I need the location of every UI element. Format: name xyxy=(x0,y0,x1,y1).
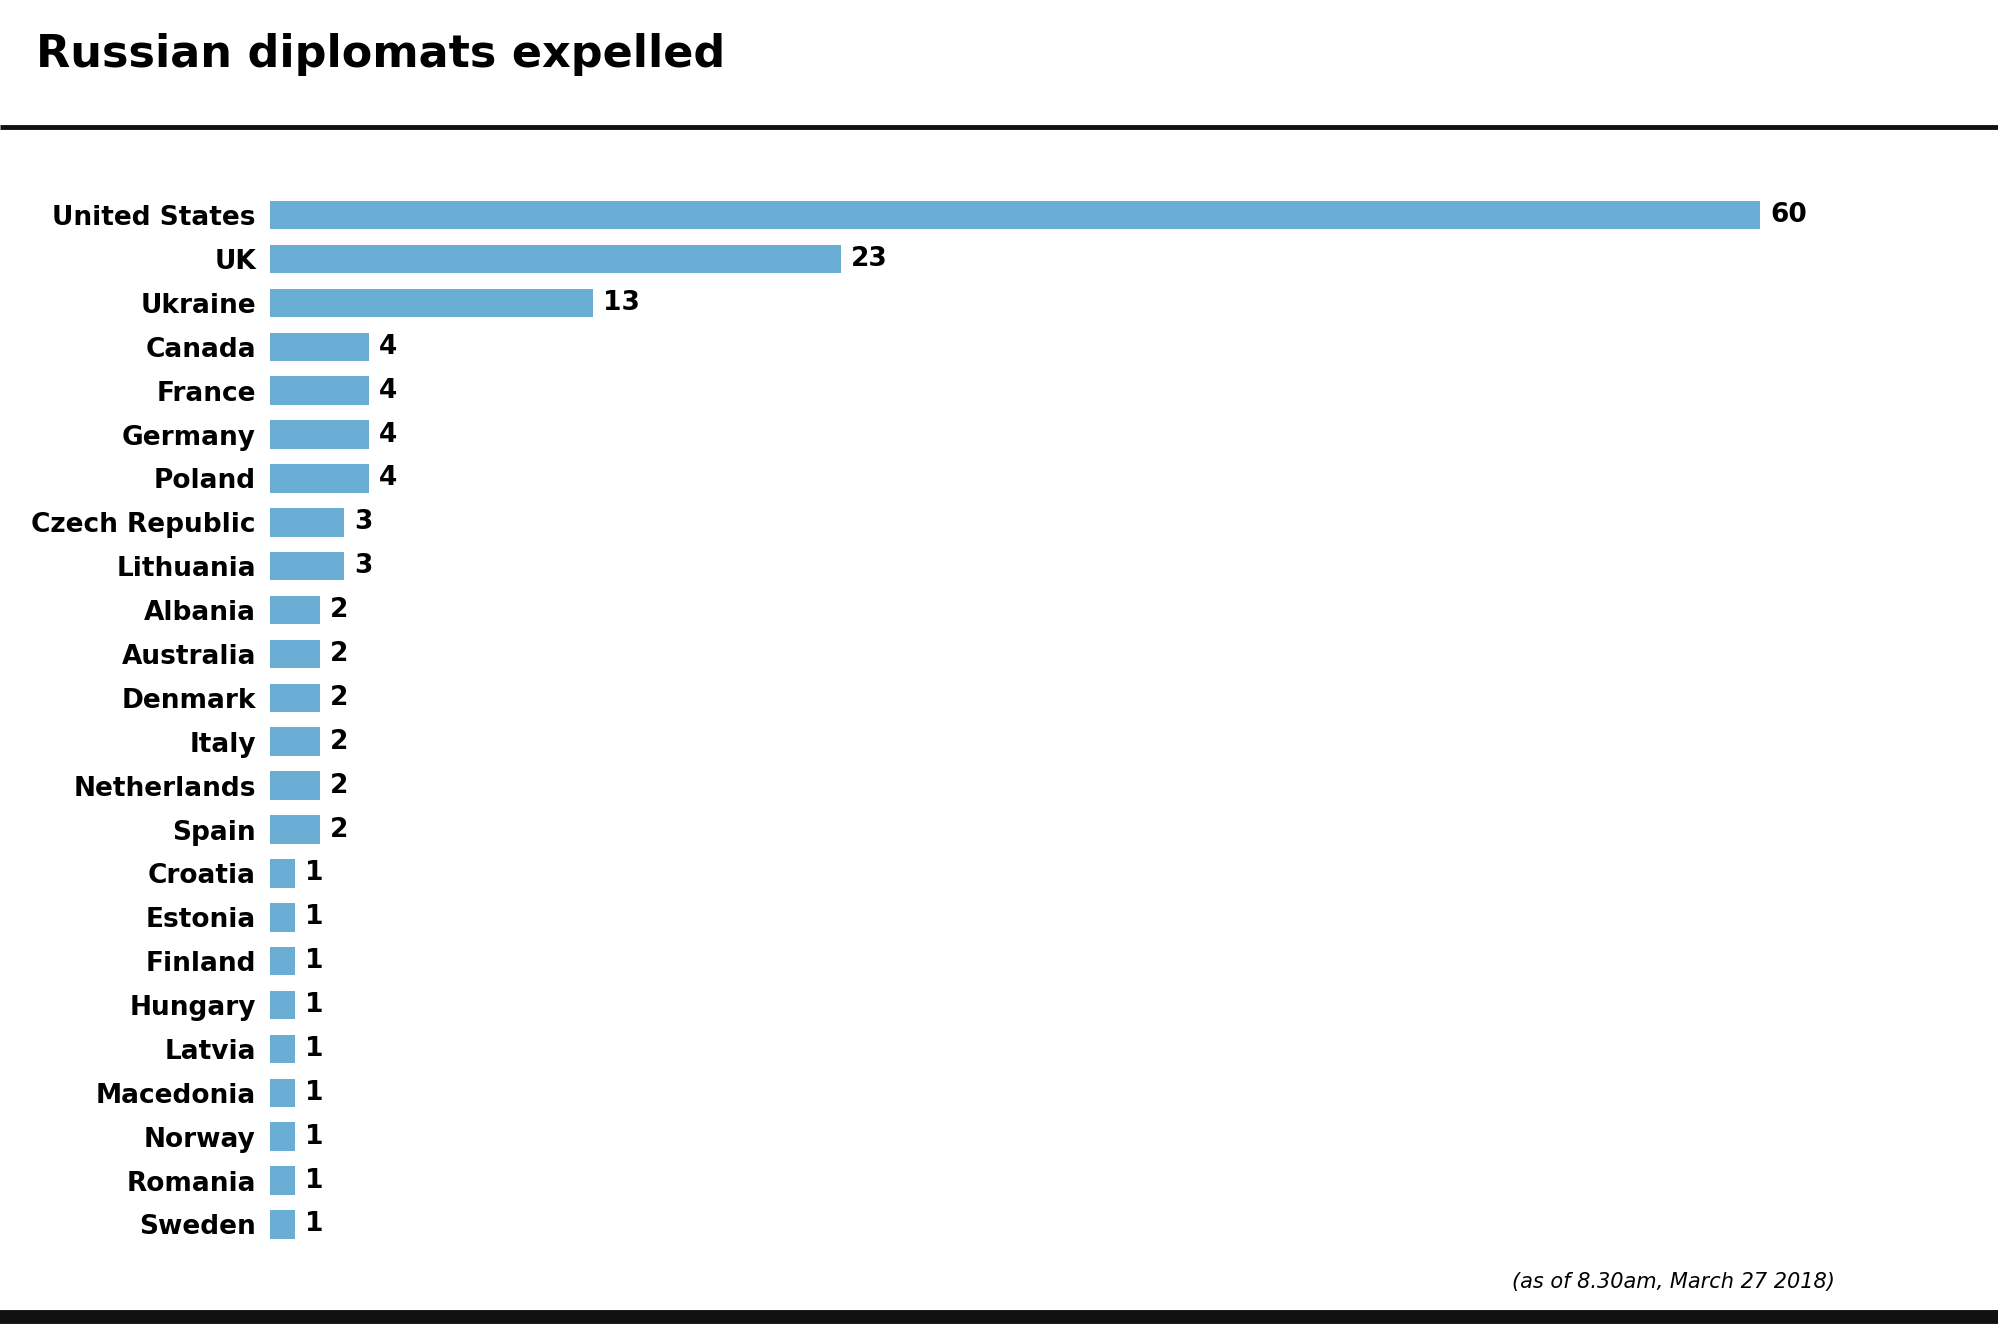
Text: (as of 8.30am, March 27 2018): (as of 8.30am, March 27 2018) xyxy=(1510,1272,1834,1293)
Bar xyxy=(270,201,1760,229)
Bar xyxy=(270,860,294,888)
Text: 3: 3 xyxy=(354,509,372,536)
Text: 1: 1 xyxy=(304,1036,324,1062)
Text: 2: 2 xyxy=(330,773,348,798)
Text: 13: 13 xyxy=(603,289,639,316)
Bar xyxy=(270,464,370,493)
Text: 2: 2 xyxy=(330,597,348,623)
Bar xyxy=(270,289,593,317)
Bar xyxy=(270,1210,294,1238)
Bar xyxy=(270,332,370,361)
Bar xyxy=(270,1122,294,1150)
Bar xyxy=(270,640,320,668)
Bar xyxy=(270,684,320,712)
Bar xyxy=(270,902,294,932)
Bar xyxy=(270,552,344,580)
Text: 1: 1 xyxy=(304,1124,324,1150)
Text: 4: 4 xyxy=(380,421,398,448)
Text: 4: 4 xyxy=(380,377,398,404)
Bar xyxy=(270,508,344,537)
Text: Russian diplomats expelled: Russian diplomats expelled xyxy=(36,33,725,76)
Bar xyxy=(270,1078,294,1108)
Bar xyxy=(270,772,320,800)
Text: 3: 3 xyxy=(354,553,372,580)
Text: 1: 1 xyxy=(304,1080,324,1106)
Text: 1: 1 xyxy=(304,992,324,1018)
Bar xyxy=(270,1166,294,1194)
Text: 1: 1 xyxy=(304,1212,324,1237)
Text: PA: PA xyxy=(1856,1272,1886,1293)
Text: 1: 1 xyxy=(304,948,324,974)
Bar xyxy=(270,245,841,273)
Text: 2: 2 xyxy=(330,817,348,842)
Text: 4: 4 xyxy=(380,333,398,360)
Bar xyxy=(270,420,370,449)
Bar xyxy=(270,596,320,624)
Text: 1: 1 xyxy=(304,1168,324,1193)
Bar xyxy=(270,946,294,976)
Text: 2: 2 xyxy=(330,729,348,754)
Text: 23: 23 xyxy=(851,247,887,272)
Text: 4: 4 xyxy=(380,465,398,492)
Text: 1: 1 xyxy=(304,860,324,886)
Bar xyxy=(270,1034,294,1064)
Text: 2: 2 xyxy=(330,641,348,666)
Bar xyxy=(270,728,320,756)
Bar xyxy=(270,816,320,844)
Text: 2: 2 xyxy=(330,685,348,710)
Text: 60: 60 xyxy=(1770,203,1806,228)
Bar xyxy=(270,376,370,405)
Bar xyxy=(270,990,294,1020)
Text: 1: 1 xyxy=(304,904,324,930)
